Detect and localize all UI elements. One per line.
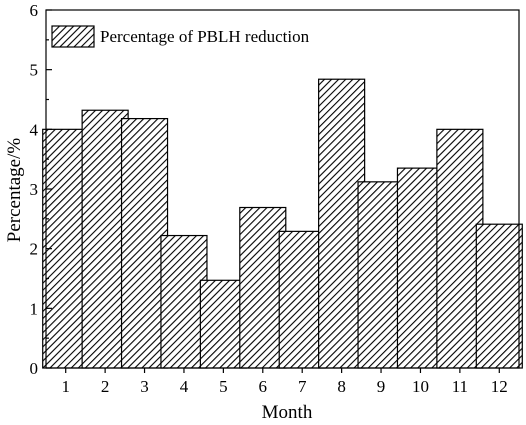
x-tick-label: 3 xyxy=(140,377,149,396)
y-tick-label: 0 xyxy=(30,359,39,378)
x-tick-label: 11 xyxy=(452,377,468,396)
x-tick-label: 7 xyxy=(298,377,307,396)
x-tick-label: 6 xyxy=(259,377,268,396)
bar-month-10 xyxy=(396,167,445,369)
x-tick-label: 9 xyxy=(377,377,386,396)
x-tick-label: 4 xyxy=(180,377,189,396)
y-tick-label: 4 xyxy=(30,120,39,139)
y-tick-label: 2 xyxy=(30,240,39,259)
legend-label: Percentage of PBLH reduction xyxy=(100,27,310,46)
legend: Percentage of PBLH reduction xyxy=(51,25,310,48)
x-tick-label: 12 xyxy=(491,377,508,396)
legend-swatch xyxy=(51,25,95,48)
x-tick-label: 1 xyxy=(61,377,70,396)
bar-month-12 xyxy=(475,223,523,369)
y-axis-title: Percentage/% xyxy=(4,138,25,243)
bar-month-6 xyxy=(239,206,287,369)
y-tick-label: 6 xyxy=(30,1,39,20)
y-tick-label: 3 xyxy=(30,180,39,199)
bar-month-2 xyxy=(81,109,129,369)
y-tick-label: 5 xyxy=(30,61,39,80)
x-tick-label: 5 xyxy=(219,377,228,396)
y-tick-label: 1 xyxy=(30,299,39,318)
x-tick-label: 2 xyxy=(101,377,110,396)
bars-layer xyxy=(42,78,523,369)
x-tick-label: 10 xyxy=(412,377,429,396)
x-tick-label: 8 xyxy=(337,377,346,396)
x-axis-title: Month xyxy=(262,402,313,423)
bar-month-3 xyxy=(120,117,169,369)
bar-month-8 xyxy=(318,78,366,369)
